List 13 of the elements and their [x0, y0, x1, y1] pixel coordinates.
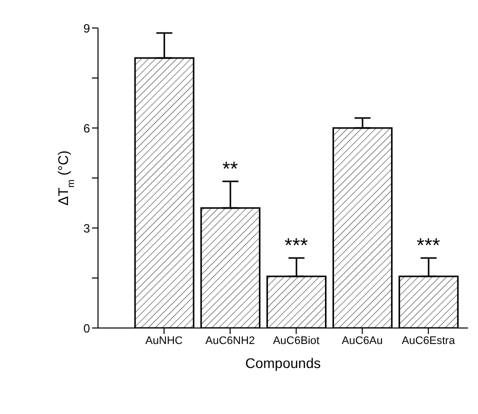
annotation: *** — [284, 235, 308, 257]
x-tick-label: AuC6Biot — [272, 334, 320, 347]
y-tick-label: 6 — [83, 121, 90, 136]
annotation: *** — [416, 235, 440, 257]
y-tick-label: 9 — [83, 21, 90, 36]
x-tick-label: AuC6Au — [342, 334, 383, 347]
x-tick-label: AuC6NH2 — [205, 334, 255, 347]
annotation: ** — [222, 158, 238, 180]
y-tick-label: 3 — [83, 221, 90, 236]
x-tick-label: AuC6Estra — [402, 334, 456, 347]
x-tick-label: AuNHC — [145, 334, 183, 347]
x-axis-title: Compounds — [245, 355, 321, 371]
y-tick-label: 0 — [83, 321, 90, 336]
